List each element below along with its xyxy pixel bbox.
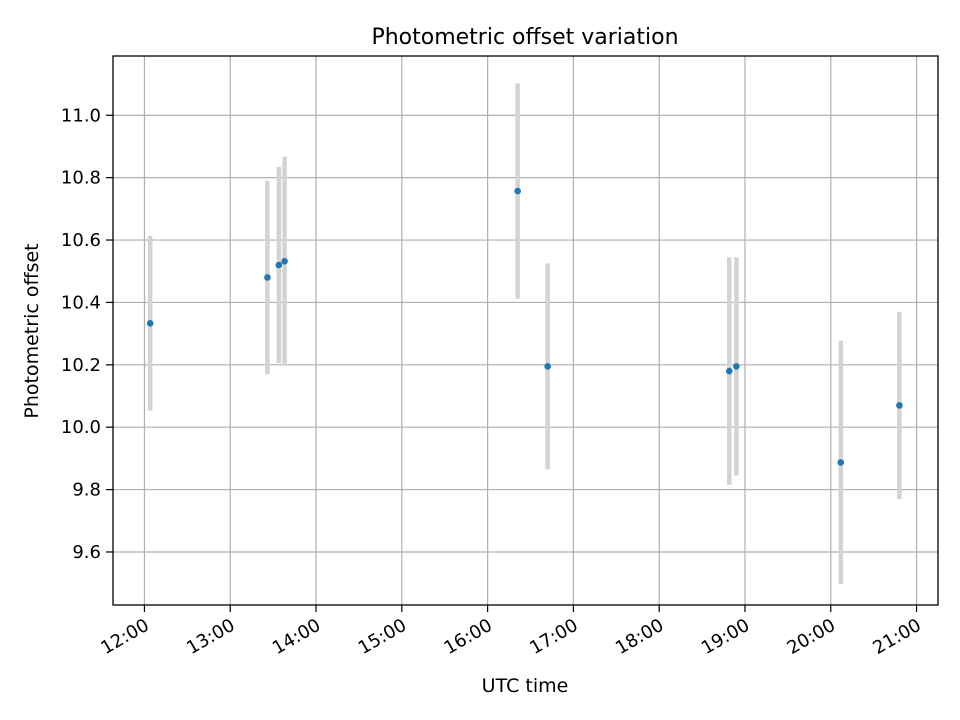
data-point xyxy=(146,320,154,327)
x-axis-label: UTC time xyxy=(482,675,569,697)
x-tick-label: 13:00 xyxy=(183,615,238,659)
x-tick-label: 18:00 xyxy=(612,615,667,659)
x-tick-label: 21:00 xyxy=(869,615,924,659)
y-tick-label: 9.8 xyxy=(72,480,101,501)
x-tick-label: 16:00 xyxy=(440,615,495,659)
data-point xyxy=(514,187,521,195)
data-point xyxy=(264,274,271,281)
x-tick-label: 17:00 xyxy=(526,615,581,659)
data-point xyxy=(725,367,733,375)
data-point xyxy=(896,402,903,409)
x-tick-label: 20:00 xyxy=(784,615,839,659)
data-point xyxy=(544,363,551,370)
error-bars xyxy=(147,83,902,585)
y-tick-label: 10.0 xyxy=(61,417,101,438)
data-point xyxy=(281,257,288,265)
y-tick-label: 10.8 xyxy=(61,168,101,189)
y-tick-label: 10.4 xyxy=(61,292,101,313)
y-axis-ticks: 9.6 9.8 10.0 10.2 10.4 10.6 10.8 11.0 xyxy=(61,105,113,563)
y-tick-label: 10.6 xyxy=(61,230,101,251)
x-tick-label: 19:00 xyxy=(698,615,753,659)
y-tick-label: 11.0 xyxy=(61,105,101,126)
y-tick-label: 9.6 xyxy=(72,542,101,563)
x-tick-label: 12:00 xyxy=(97,615,152,659)
y-axis-label: Photometric offset xyxy=(21,243,43,418)
x-axis-ticks: 12:00 13:00 14:00 15:00 16:00 17:00 18:00 19:00… xyxy=(97,605,925,659)
plot-frame xyxy=(112,55,939,606)
grid xyxy=(113,56,938,605)
data-point xyxy=(837,459,845,466)
data-point xyxy=(275,261,283,269)
chart-title: Photometric offset variation xyxy=(371,25,678,50)
y-tick-label: 10.2 xyxy=(61,355,101,376)
data-points xyxy=(146,187,903,466)
x-tick-label: 14:00 xyxy=(269,615,324,659)
x-tick-label: 15:00 xyxy=(355,615,410,659)
data-point xyxy=(733,363,740,370)
